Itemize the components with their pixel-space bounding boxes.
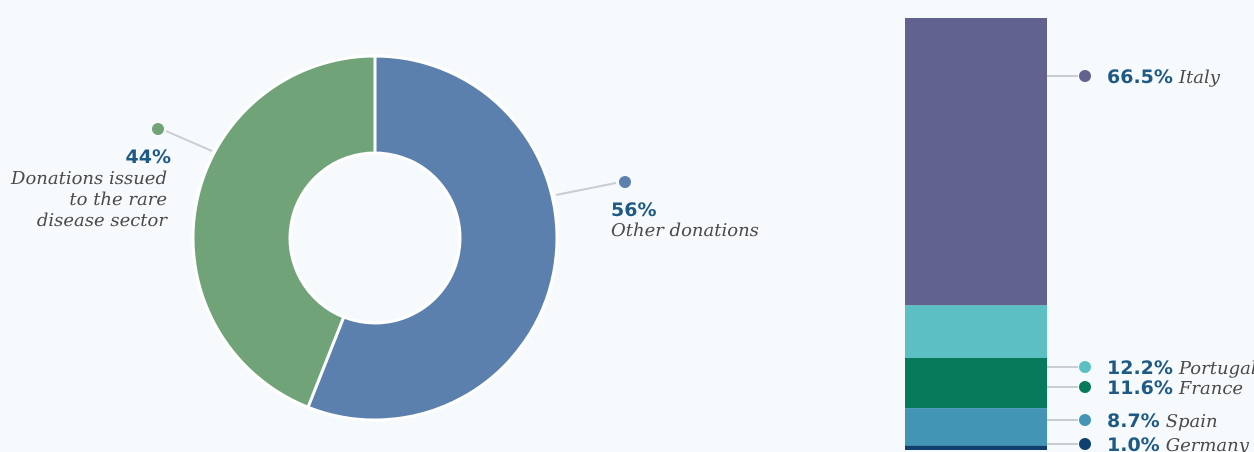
segment-value-italy: 66.5% — [1107, 66, 1173, 88]
marker-dot-germany — [1079, 438, 1091, 450]
marker-dot-italy — [1079, 70, 1091, 82]
bar-segment-germany — [905, 445, 1047, 450]
segment-value-france: 11.6% — [1107, 377, 1173, 399]
leader-line-rare — [165, 130, 213, 152]
segment-label-france: 11.6% France — [1107, 377, 1243, 399]
segment-country-germany: Germany — [1166, 435, 1250, 452]
segment-label-spain: 8.7% Spain — [1107, 410, 1218, 432]
segment-country-italy: Italy — [1178, 67, 1221, 88]
category-label-rare: Donations issued — [10, 168, 167, 189]
category-label-rare: to the rare — [69, 189, 167, 210]
donut-slice-0 — [306, 54, 559, 422]
donut-slice-1 — [191, 54, 377, 410]
segment-label-italy: 66.5% Italy — [1107, 66, 1221, 88]
bar-segment-france — [905, 357, 1047, 409]
bar-segment-portugal — [905, 305, 1047, 358]
category-label-rare: disease sector — [37, 210, 169, 231]
segment-country-spain: Spain — [1166, 411, 1218, 432]
value-label-rare: 44% — [126, 146, 171, 168]
marker-dot-rare — [152, 123, 164, 135]
segment-country-france: France — [1178, 378, 1243, 399]
marker-dot-france — [1079, 381, 1091, 393]
segment-value-germany: 1.0% — [1107, 434, 1160, 452]
segment-label-germany: 1.0% Germany — [1107, 434, 1250, 452]
bar-segment-spain — [905, 408, 1047, 446]
marker-dot-spain — [1079, 414, 1091, 426]
segment-value-spain: 8.7% — [1107, 410, 1160, 432]
segment-value-portugal: 12.2% — [1107, 357, 1173, 379]
segment-country-portugal: Portugal — [1178, 358, 1254, 379]
bar-segment-italy — [905, 18, 1047, 306]
marker-dot-portugal — [1079, 361, 1091, 373]
leader-line-other — [555, 182, 617, 196]
marker-dot-other — [619, 176, 631, 188]
segment-label-portugal: 12.2% Portugal — [1107, 357, 1254, 379]
category-label-other: Other donations — [611, 220, 759, 241]
donut-chart: 56%Other donations 44%Donations issuedto … — [10, 54, 759, 422]
value-label-other: 56% — [611, 199, 656, 221]
